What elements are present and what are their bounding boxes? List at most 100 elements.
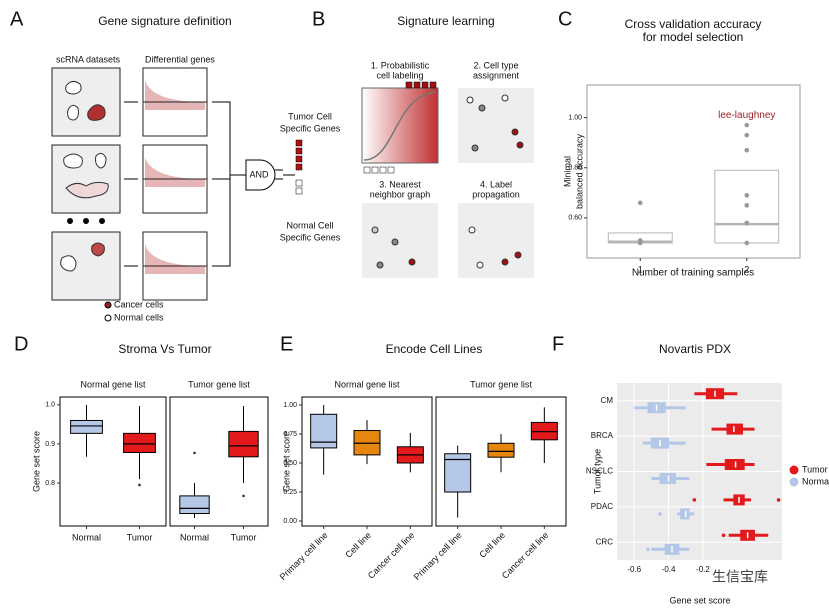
y-tick-label: CM [601,396,614,405]
step-box [362,203,438,278]
chart-title: Novartis PDX [659,342,731,356]
column-label: Differential genes [145,54,215,64]
sigmoid [363,91,437,161]
dot [376,261,384,269]
watermark: 生信宝库 [712,569,768,585]
cell [60,255,77,272]
x-tick-label: Cancer cell line [366,530,417,581]
y-tick-label: 0.80 [568,165,582,172]
dot [471,144,479,152]
dot [67,218,73,224]
x-tick-label: Cell line [477,530,507,560]
point [744,147,750,153]
y-tick-label: CRC [596,537,614,546]
y-tick-label: 0.9 [45,441,55,448]
plot-frame [59,396,167,527]
step-label: propagation [472,189,520,199]
connectors [124,101,295,267]
point [637,200,643,206]
x-tick-label: 2 [744,264,749,274]
cells [60,80,109,272]
cell [87,104,106,121]
gene-label: Specific Genes [280,232,341,242]
gene-column [295,139,303,195]
step-label: 2. Cell type [473,60,518,70]
y-tick-label: 1.0 [45,402,55,409]
ellipsis [67,218,105,224]
chart-title: Stroma Vs Tumor [118,342,211,356]
x-tick-label: Tumor [231,532,257,542]
box [726,423,743,435]
gene-label: Specific Genes [280,123,341,133]
gene [295,155,303,163]
gene-label: Normal Cell [286,220,333,230]
dataset [51,67,121,137]
box [680,508,690,520]
step-label: neighbor graph [370,189,431,199]
equals [275,169,295,180]
x-tick-label: Normal [180,532,209,542]
dot [371,226,379,234]
dot [516,141,524,149]
x-tick-label: 1 [638,264,643,274]
y-tick-label: 1.00 [568,114,582,121]
arrow [124,101,138,267]
box [123,432,156,454]
point [744,203,750,208]
legend-label: Cancer cells [114,299,164,309]
legend-label: Tumor [802,464,828,474]
x-tick-label: Primary cell line [278,530,330,582]
box [487,442,515,458]
x-tick-label: Primary cell line [412,530,464,582]
y-tick-label: BRCA [591,431,614,440]
square [387,166,395,174]
box [310,413,338,449]
y-tick-label: 0.75 [283,431,297,438]
outlier [658,512,662,516]
y-axis-label: Gene set score [281,431,291,492]
box [228,430,259,458]
x-tick-label: Cancer cell line [500,530,551,581]
step-box [361,87,439,164]
annotation: lee-laughney [718,110,775,121]
y-axis-label: Minimal [562,156,572,187]
y-axis-label: Gene set score [31,431,41,492]
y-tick-label: 0.60 [568,215,582,222]
diff-boxes [142,67,208,301]
dot [501,94,509,102]
panel-letter: D [14,333,28,355]
box [70,419,103,434]
chart-title: for model selection [643,30,744,44]
dataset [51,144,121,214]
cell [91,242,105,257]
dot [514,251,522,259]
step-box [458,203,534,278]
dot [391,238,399,246]
y-tick-label: 0.8 [45,480,55,487]
x-tick-label: Tumor [127,532,153,542]
dot [511,128,519,136]
point [744,240,750,246]
column-label: scRNA datasets [56,54,121,64]
y-tick-label: 0.50 [283,460,297,467]
box [179,495,210,514]
dataset-boxes [51,67,121,301]
point [744,193,750,198]
square [413,81,421,89]
legend-swatch [789,465,799,475]
cell [67,104,79,121]
gene [295,179,303,187]
x-tick-label: Cell line [343,530,373,560]
legend-label: Normal [802,476,829,486]
square [371,166,379,174]
label-squares [363,81,437,174]
panel-b: B Signature learning 1. Probabilistic ce… [312,8,534,278]
gene [295,139,303,147]
outlier [138,483,141,487]
outlier [692,498,697,502]
y-tick-label: 1.00 [283,402,297,409]
square [379,166,387,174]
y-tick-label: 0.00 [283,518,297,525]
gene [295,147,303,155]
